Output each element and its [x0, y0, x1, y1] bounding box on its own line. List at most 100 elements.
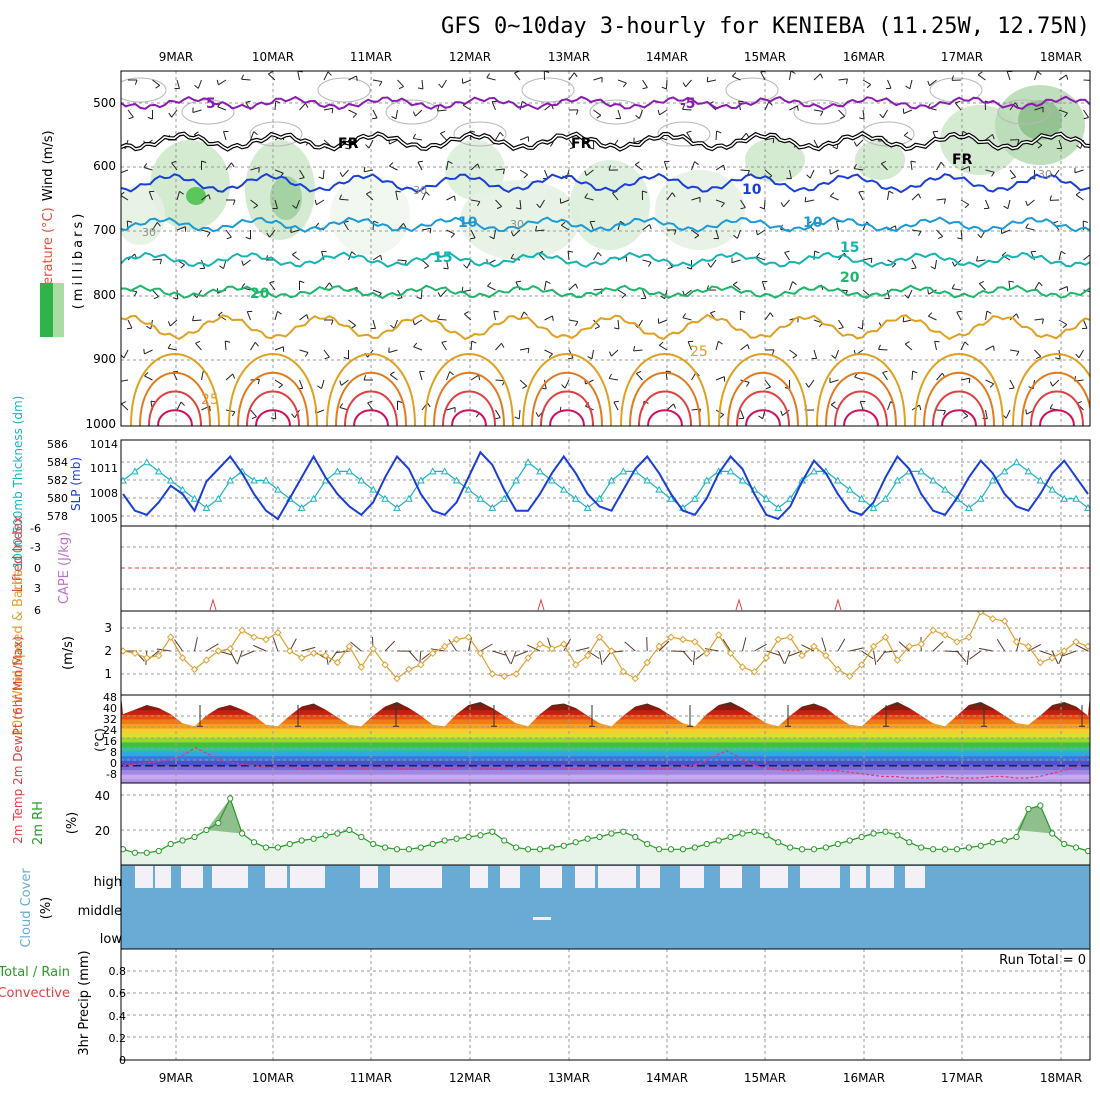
millibars-label: (millibars): [71, 211, 86, 310]
wind-barb: [642, 259, 652, 263]
pressure-tick-label: 800: [93, 288, 116, 302]
thickness-marker: [524, 458, 532, 466]
wind-barb: [519, 136, 529, 141]
rh-marker: [227, 795, 234, 802]
wind-barb-feather: [964, 341, 969, 346]
wind-barb-feather: [363, 166, 366, 172]
wind-barb: [635, 373, 643, 381]
thickness-marker: [869, 503, 878, 511]
rh-marker: [1072, 844, 1080, 851]
surface-wind-barb: [156, 648, 171, 652]
wind-barb-feather: [522, 100, 527, 105]
wind-barb-feather: [784, 250, 790, 253]
wind-barb: [148, 191, 153, 201]
surface-wind-barb: [599, 650, 603, 665]
wind-barb: [665, 79, 668, 90]
wind-barb-feather: [620, 220, 625, 225]
wind-barb: [593, 252, 599, 261]
surface-wind-barb: [742, 637, 747, 652]
wind-barb: [960, 377, 970, 381]
wind-barb-feather: [1009, 387, 1015, 390]
wind-barb: [493, 311, 496, 321]
rh-marker: [846, 837, 853, 844]
wind-barb-feather: [804, 196, 807, 202]
cloud-gap: [540, 866, 562, 888]
wind-barb-feather: [403, 223, 407, 228]
wind-barb: [691, 229, 700, 236]
warm-contour-loop: [148, 390, 202, 426]
wind-barb: [764, 379, 771, 388]
warm-contour-loop: [531, 371, 603, 426]
wind-barb: [295, 199, 300, 209]
wind-barb: [446, 229, 455, 235]
wind-barb: [388, 349, 398, 353]
wind-barb: [274, 409, 277, 420]
wind-barb: [617, 319, 620, 330]
wind-barb-feather: [299, 177, 305, 180]
warm-contour-loop: [825, 371, 897, 426]
thickness-tick-label: 578: [47, 510, 68, 523]
wind-barb: [887, 401, 892, 411]
wind-barb: [123, 349, 129, 359]
wind-barb: [589, 221, 594, 231]
wind-barb-feather: [745, 382, 750, 387]
rh-marker: [703, 840, 710, 848]
wind-barb-feather: [241, 74, 245, 80]
wind-barb-feather: [461, 286, 464, 292]
cloud-gap: [680, 866, 704, 888]
wind-barb-feather: [930, 266, 936, 270]
wind-barb: [1009, 169, 1017, 178]
rh-marker: [405, 846, 413, 853]
wind-barb: [1074, 169, 1084, 174]
rh-marker: [370, 840, 377, 848]
li-ticks: -6 -3 0 3 6: [30, 522, 41, 617]
wind-speed-marker: [1072, 638, 1080, 646]
wind-barb: [1009, 349, 1019, 352]
wind-speed-marker: [190, 665, 199, 674]
wind-barb: [834, 349, 839, 359]
wind-barb: [176, 79, 180, 89]
surface-wind-barb: [704, 648, 719, 652]
thickness-marker: [512, 476, 520, 484]
wind-speed-marker: [1084, 642, 1090, 651]
wind-barb: [960, 229, 963, 239]
wind-barb: [856, 139, 864, 147]
wind-barb-feather: [560, 221, 566, 226]
surface-wind-barb: [174, 639, 183, 652]
surface-wind-barb: [408, 650, 419, 662]
wind-barb-feather: [858, 190, 864, 193]
wind-barb-feather: [425, 191, 430, 196]
wind-barb-feather: [155, 85, 160, 89]
temperature-band: [121, 751, 1090, 757]
wind-speed-marker: [512, 670, 520, 678]
bottom-date-label: 9MAR: [159, 1071, 194, 1085]
wind-barb-feather: [962, 130, 968, 135]
wind-barb: [224, 340, 227, 351]
surface-wind-barb: [969, 650, 982, 660]
top-date-label: 12MAR: [449, 50, 491, 64]
wind-barb-feather: [878, 344, 881, 350]
cloud-level-label: middle: [78, 904, 122, 919]
wind-barb: [710, 259, 717, 268]
wind-barb-feather: [167, 321, 171, 327]
wind-barb-feather: [398, 86, 404, 90]
rh-marker: [882, 828, 889, 835]
wind-barb: [861, 319, 864, 330]
cloud-gap: [181, 866, 203, 888]
rh-marker: [203, 826, 210, 834]
wind-barb-feather: [597, 251, 602, 257]
wind-barb-feather: [733, 234, 738, 239]
surface-wind-barb: [448, 639, 457, 652]
rh-marker: [918, 844, 925, 851]
wind-barb: [985, 169, 995, 173]
wind-barb: [761, 281, 766, 291]
wind-barb-feather: [633, 345, 636, 352]
slp-tick-label: 1014: [90, 438, 118, 451]
wind-barb: [715, 341, 719, 351]
wind-barb: [395, 109, 398, 119]
wind-barb-feather: [412, 319, 415, 325]
wind-barb-feather: [515, 280, 521, 283]
wind-barb-feather: [232, 199, 236, 205]
wind-barb-feather: [121, 401, 127, 405]
wind-barb-feather: [478, 375, 481, 381]
